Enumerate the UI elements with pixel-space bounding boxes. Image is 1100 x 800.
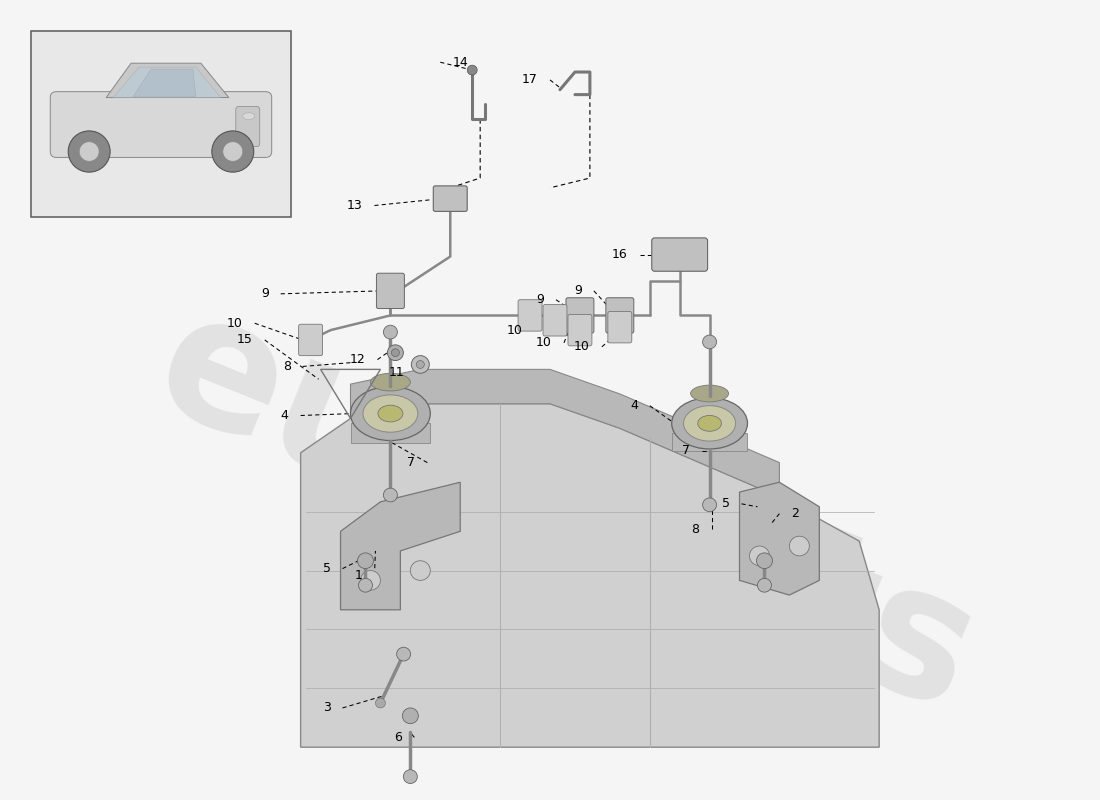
Circle shape xyxy=(392,349,399,357)
FancyBboxPatch shape xyxy=(566,298,594,333)
Text: 8: 8 xyxy=(692,523,700,536)
Circle shape xyxy=(790,536,810,556)
Ellipse shape xyxy=(691,385,728,402)
Text: 4: 4 xyxy=(630,399,638,412)
FancyBboxPatch shape xyxy=(651,238,707,271)
Circle shape xyxy=(468,65,477,75)
Text: 4: 4 xyxy=(280,409,288,422)
Ellipse shape xyxy=(351,386,430,441)
Polygon shape xyxy=(113,67,221,98)
Text: 10: 10 xyxy=(574,340,590,354)
Circle shape xyxy=(358,553,373,569)
Circle shape xyxy=(410,561,430,580)
FancyBboxPatch shape xyxy=(606,298,634,333)
Text: 2: 2 xyxy=(791,507,800,520)
Polygon shape xyxy=(672,433,748,451)
Circle shape xyxy=(703,335,716,349)
Circle shape xyxy=(384,326,397,339)
Circle shape xyxy=(411,356,429,374)
Circle shape xyxy=(384,488,397,502)
Polygon shape xyxy=(341,482,460,610)
Text: 1: 1 xyxy=(354,569,363,582)
Text: 15: 15 xyxy=(236,334,253,346)
Polygon shape xyxy=(133,69,196,97)
Polygon shape xyxy=(351,423,430,443)
FancyBboxPatch shape xyxy=(51,92,272,158)
Ellipse shape xyxy=(697,415,722,431)
Circle shape xyxy=(223,142,243,162)
Text: 16: 16 xyxy=(612,248,628,261)
Ellipse shape xyxy=(378,406,403,422)
Circle shape xyxy=(757,553,772,569)
Circle shape xyxy=(375,698,385,708)
FancyBboxPatch shape xyxy=(235,106,260,146)
FancyBboxPatch shape xyxy=(518,300,542,331)
Circle shape xyxy=(403,708,418,724)
Text: 11: 11 xyxy=(388,366,405,379)
FancyBboxPatch shape xyxy=(568,314,592,346)
Circle shape xyxy=(703,498,716,512)
Ellipse shape xyxy=(672,398,748,449)
Text: 7: 7 xyxy=(682,444,690,458)
Text: 5: 5 xyxy=(322,562,331,575)
Circle shape xyxy=(387,345,404,361)
Circle shape xyxy=(79,142,99,162)
Circle shape xyxy=(404,770,417,783)
Text: 10: 10 xyxy=(227,317,243,330)
FancyBboxPatch shape xyxy=(543,305,566,336)
Text: parts: parts xyxy=(439,389,1000,752)
Text: 6: 6 xyxy=(395,731,403,744)
Text: euro: euro xyxy=(132,274,628,611)
Text: 17: 17 xyxy=(522,74,538,86)
Circle shape xyxy=(361,570,381,590)
Text: 9: 9 xyxy=(261,287,268,300)
FancyBboxPatch shape xyxy=(376,274,405,309)
Text: 10: 10 xyxy=(536,336,552,350)
Circle shape xyxy=(397,647,410,661)
Polygon shape xyxy=(300,404,879,747)
Text: 9: 9 xyxy=(574,284,582,298)
FancyBboxPatch shape xyxy=(608,311,631,343)
Polygon shape xyxy=(739,482,820,595)
Polygon shape xyxy=(106,63,229,98)
Circle shape xyxy=(758,578,771,592)
Text: a passion for parts since 1985: a passion for parts since 1985 xyxy=(331,539,769,739)
Text: 8: 8 xyxy=(283,360,290,373)
Polygon shape xyxy=(351,370,780,497)
Circle shape xyxy=(416,361,425,369)
Text: 12: 12 xyxy=(350,353,365,366)
Circle shape xyxy=(68,131,110,172)
Text: 5: 5 xyxy=(722,498,729,510)
Ellipse shape xyxy=(683,406,736,441)
FancyBboxPatch shape xyxy=(31,31,290,218)
Ellipse shape xyxy=(371,374,410,391)
Text: 13: 13 xyxy=(346,199,363,212)
Circle shape xyxy=(212,131,254,172)
FancyBboxPatch shape xyxy=(433,186,468,211)
Circle shape xyxy=(359,578,373,592)
Text: 14: 14 xyxy=(452,56,468,69)
Text: 10: 10 xyxy=(506,324,522,337)
Text: 9: 9 xyxy=(536,294,544,306)
Ellipse shape xyxy=(363,395,418,432)
Text: 3: 3 xyxy=(322,702,331,714)
Ellipse shape xyxy=(243,113,255,120)
Circle shape xyxy=(749,546,769,566)
Text: 7: 7 xyxy=(407,456,416,469)
FancyBboxPatch shape xyxy=(298,324,322,356)
